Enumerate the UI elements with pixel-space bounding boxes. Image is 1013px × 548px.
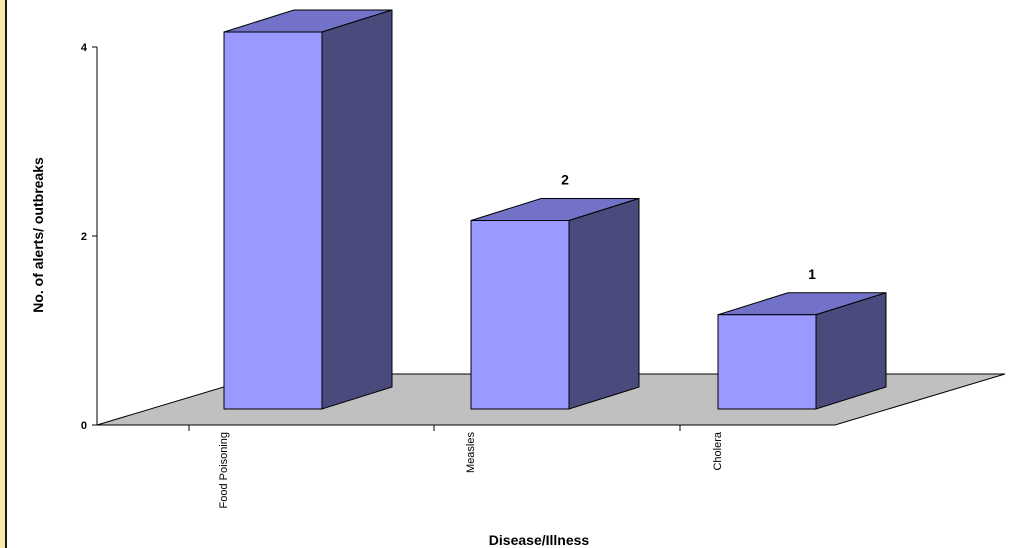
x-category-label: Cholera	[712, 431, 724, 470]
y-tick-label: 2	[81, 231, 87, 243]
window-left-edge	[0, 0, 7, 548]
y-axis-title: No. of alerts/ outbreaks	[30, 157, 46, 313]
bar-front	[717, 314, 817, 410]
bar-side	[321, 9, 393, 410]
bar-front	[223, 31, 323, 410]
x-category-label: Measles	[465, 432, 477, 473]
data-label: 2	[561, 172, 569, 188]
bar-cholera	[717, 292, 887, 410]
bar-front	[470, 220, 570, 410]
x-axis-title: Disease/Illness	[489, 532, 590, 548]
y-tick-label: 0	[81, 420, 87, 432]
x-category-label: Food Poisoning	[218, 432, 230, 508]
data-label: 1	[808, 266, 816, 282]
bar-measles	[470, 197, 640, 410]
y-tick-label: 4	[81, 42, 88, 54]
bar-food-poisoning	[223, 9, 393, 410]
bar-side	[568, 197, 640, 410]
